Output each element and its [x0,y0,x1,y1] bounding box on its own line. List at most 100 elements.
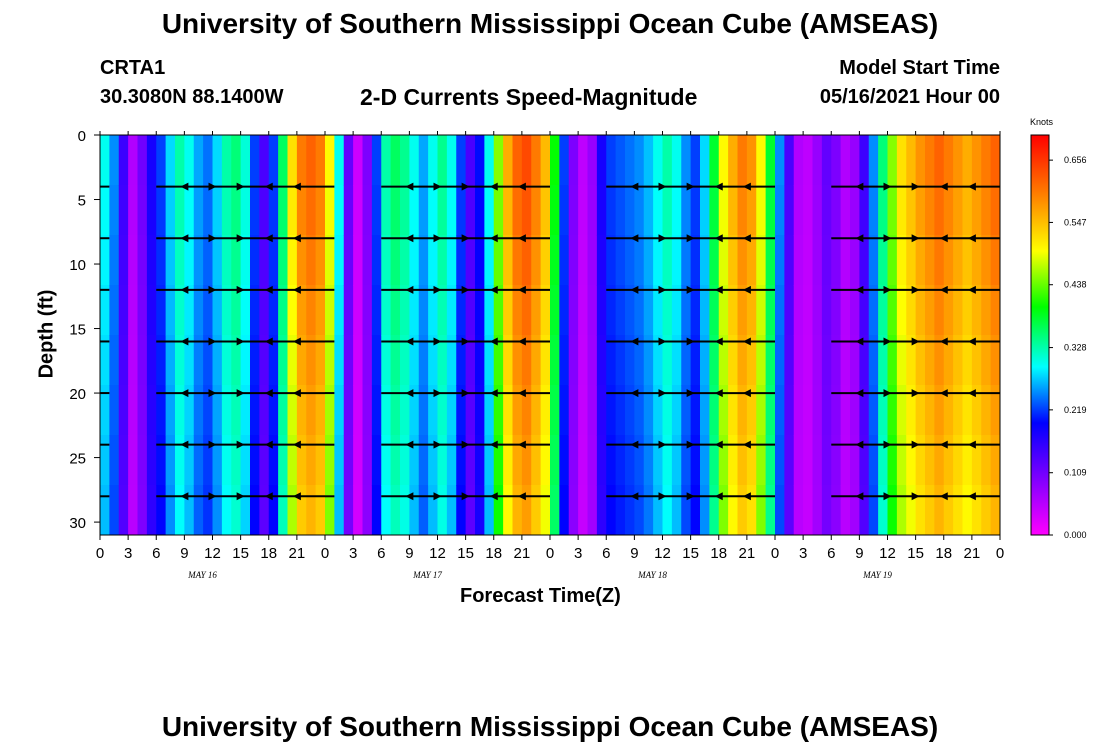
current-vector-arrow [433,337,442,346]
x-tick-label: 9 [180,545,188,562]
heatmap-cell [756,235,767,286]
heatmap-cell [193,435,204,486]
heatmap-cell [240,485,251,535]
heatmap-cell [268,135,279,186]
heatmap-cell [325,135,335,186]
heatmap-cell [746,285,757,336]
heatmap-cell [887,385,898,436]
x-tick-label: 21 [289,545,306,562]
current-vector-arrow [264,337,273,346]
heatmap-cell [137,235,148,286]
heatmap-cell [325,185,335,236]
heatmap-cell [653,435,664,486]
day-label: MAY 18 [637,570,667,580]
heatmap-cell [568,335,579,386]
heatmap-cell [475,385,485,436]
heatmap-cell [531,485,542,535]
heatmap-cell [662,335,673,386]
heatmap-cell [821,235,832,286]
heatmap-cell [446,235,457,286]
heatmap-cell [615,485,626,535]
heatmap-cell [718,385,729,436]
heatmap-cell [118,335,129,386]
current-vector-arrow [911,492,920,501]
heatmap-cell [531,335,542,386]
current-vector-arrow [517,182,526,191]
heatmap-cell [446,335,457,386]
heatmap-cell [212,235,223,286]
heatmap-cell [521,485,532,535]
heatmap-cell [831,235,842,286]
heatmap-cell [371,335,382,386]
heatmap-cell [128,335,139,386]
heatmap-cell [915,485,926,535]
heatmap-cell [175,435,185,486]
heatmap-cell [400,285,410,336]
heatmap-cell [184,485,195,535]
heatmap-cell [765,385,776,436]
heatmap-cell [793,135,804,186]
current-vector-arrow [405,182,414,191]
heatmap-cell [353,135,364,186]
heatmap-cell [681,185,692,236]
heatmap-cell [296,335,307,386]
x-tick-label: 9 [855,545,863,562]
current-vector-arrow [630,440,639,449]
heatmap-cell [362,135,373,186]
current-vector-arrow [433,285,442,294]
heatmap-cell [971,385,982,436]
y-tick-label: 30 [69,515,86,532]
heatmap-cell [456,335,467,386]
heatmap-cell [343,385,354,436]
heatmap-cell [156,335,167,386]
heatmap-cell [475,335,485,386]
heatmap-cell [343,135,354,186]
y-tick-label: 20 [69,386,86,403]
heatmap-cell [484,385,495,436]
heatmap-cell [203,235,214,286]
current-vector-arrow [939,492,948,501]
heatmap-cell [400,485,410,535]
current-vector-arrow [742,285,751,294]
heatmap-cell [971,185,982,236]
heatmap-cell [550,385,560,436]
heatmap-cell [437,335,448,386]
heatmap-cell [953,185,964,236]
current-vector-arrow [208,182,217,191]
day-label: MAY 17 [412,570,442,580]
colorbar-tick-label: 0.109 [1064,468,1087,478]
current-vector-arrow [967,234,976,243]
heatmap-cell [784,385,795,436]
heatmap-cell [287,135,298,186]
y-tick-label: 10 [69,257,86,274]
heatmap-cell [362,435,373,486]
heatmap-cell [700,335,710,386]
current-vector-arrow [405,389,414,398]
heatmap-cell [868,485,879,535]
colorbar-tick-label: 0.438 [1064,280,1087,290]
heatmap-cell [587,385,598,436]
heatmap-cell [240,185,251,236]
heatmap-cell [287,185,298,236]
heatmap-cell [821,135,832,186]
heatmap-cell [484,335,495,386]
heatmap-cell [615,235,626,286]
heatmap-cell [128,435,139,486]
heatmap-cell [990,335,1000,386]
y-tick-label: 15 [69,322,86,339]
heatmap-cell [353,435,364,486]
heatmap-cell [512,385,523,436]
heatmap-cell [446,185,457,236]
heatmap-cell [550,135,560,186]
heatmap-cell [165,185,176,236]
heatmap-cell [118,285,129,336]
heatmap-cell [737,335,748,386]
current-vector-arrow [236,492,245,501]
current-vector-arrow [939,285,948,294]
heatmap-cell [409,235,420,286]
current-vector-arrow [883,389,892,398]
speed-heatmap [100,135,1000,535]
heatmap-cell [109,285,120,336]
heatmap-cell [306,185,317,236]
heatmap-cell [165,385,176,436]
